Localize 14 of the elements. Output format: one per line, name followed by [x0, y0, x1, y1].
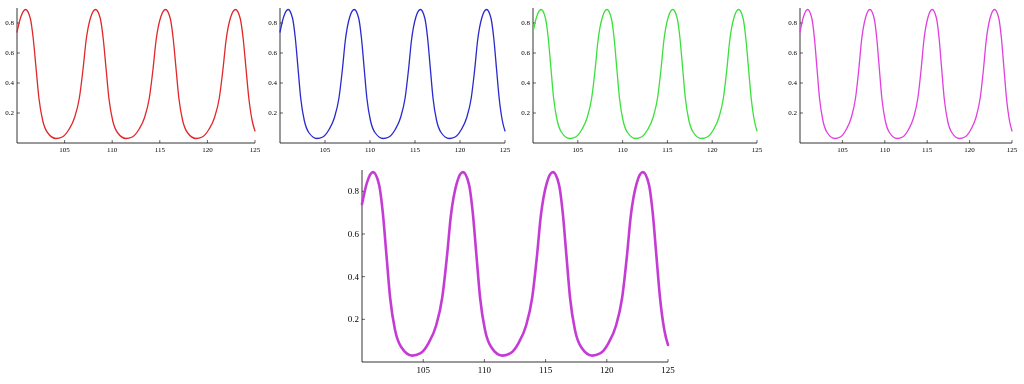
line-series — [532, 8, 758, 140]
x-tick-label: 115 — [539, 365, 553, 375]
y-tick-label: 0.6 — [347, 229, 360, 240]
x-tick-label: 105 — [416, 365, 431, 375]
x-tick-label: 110 — [477, 365, 492, 375]
y-tick-label: 0.4 — [347, 271, 360, 282]
x-tick-label: 120 — [600, 365, 615, 375]
y-tick-label: 0.2 — [347, 314, 359, 325]
line-series — [16, 8, 256, 140]
line-series — [279, 8, 506, 140]
y-tick-label: 0.8 — [347, 186, 360, 197]
x-tick-label: 125 — [661, 365, 676, 375]
line-series — [360, 170, 670, 357]
line-series — [799, 8, 1013, 140]
